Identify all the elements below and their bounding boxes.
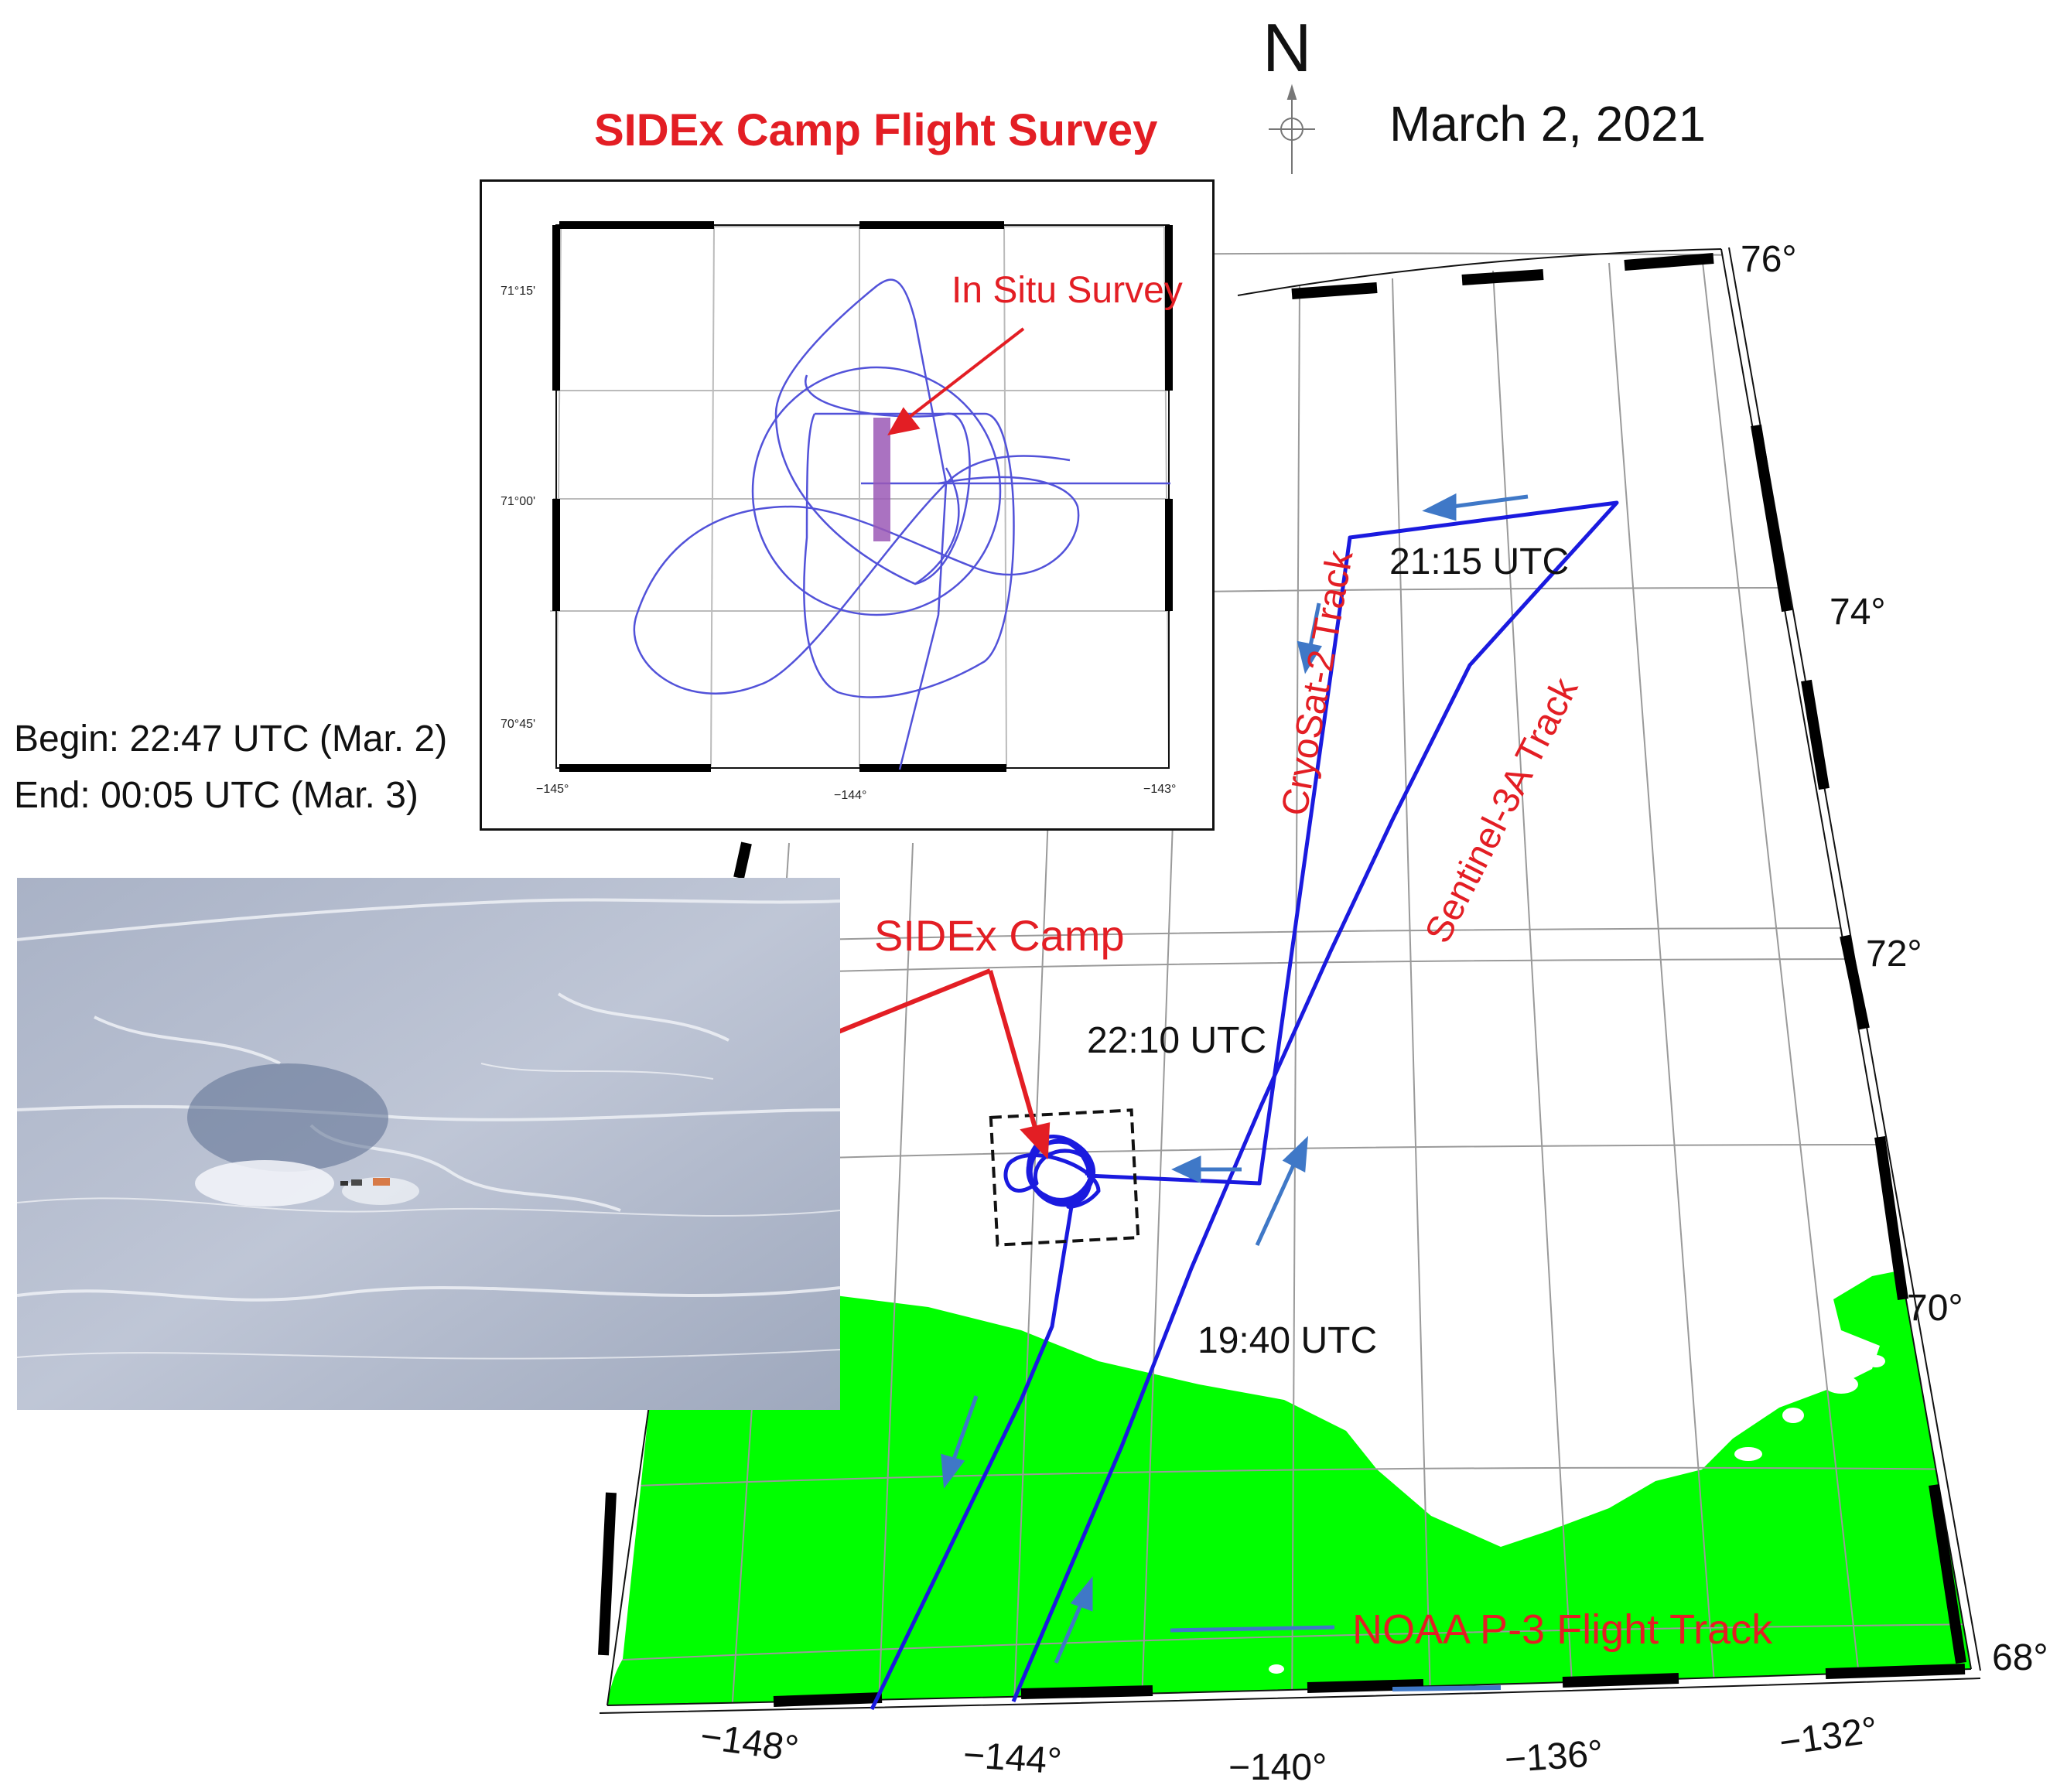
- inset-map: 71°15' 71°00' 70°45' −145° −144° −143°: [501, 221, 1176, 802]
- in-situ-arrow: [887, 327, 1025, 435]
- lon-label-144: −144°: [962, 1734, 1064, 1783]
- arrow-west-mid: [1171, 1155, 1242, 1183]
- end-time-label: End: 00:05 UTC (Mar. 3): [14, 775, 419, 816]
- time-2115-label: 21:15 UTC: [1389, 541, 1570, 582]
- inset-lon-label: −143°: [1143, 783, 1176, 796]
- blue-scale-tick: [1392, 1685, 1502, 1691]
- inset-axis-labels: 71°15' 71°00' 70°45' −145° −144° −143°: [501, 285, 1176, 802]
- noaa-legend-label: NOAA P-3 Flight Track: [1352, 1606, 1773, 1653]
- direction-arrows: [941, 493, 1529, 1664]
- north-label: N: [1262, 9, 1312, 86]
- inset-lat-label: 70°45': [501, 718, 535, 731]
- north-compass: [1269, 84, 1315, 174]
- in-situ-survey-label: In Situ Survey: [952, 270, 1183, 311]
- inset-lat-label: 71°00': [501, 495, 535, 508]
- lakes: [1269, 1355, 1885, 1674]
- lon-label-136: −136°: [1503, 1732, 1604, 1781]
- sea-ice-photo: [17, 878, 840, 1410]
- arrow-west-top: [1422, 493, 1529, 521]
- arrow-north-land: [1054, 1575, 1093, 1664]
- alaska-land: [542, 1268, 1971, 1705]
- inset-lon-label: −145°: [536, 783, 569, 796]
- inset-lon-label: −144°: [834, 789, 866, 802]
- arrow-south-land: [941, 1395, 979, 1489]
- arrow-northeast: [1255, 1135, 1309, 1247]
- arrow-south-left: [1297, 602, 1322, 674]
- lat-label-70: 70°: [1907, 1288, 1963, 1329]
- land-mass: [542, 1268, 1971, 1705]
- lat-label-72: 72°: [1866, 934, 1922, 975]
- inset-frame-ticks: [552, 221, 1173, 772]
- camp-loops: [1003, 1135, 1101, 1209]
- camp-dashed-box: [989, 1108, 1140, 1247]
- open-lead: [187, 1063, 388, 1172]
- return-track: [870, 1206, 1074, 1711]
- legend-line: [1170, 1625, 1335, 1633]
- camp-tents: [340, 1178, 390, 1186]
- inset-title: SIDEx Camp Flight Survey: [594, 105, 1158, 155]
- noaa-flight-track: [870, 500, 1619, 1711]
- lat-label-76: 76°: [1741, 239, 1797, 280]
- lat-label-74: 74°: [1830, 592, 1886, 633]
- pressure-ridges: [17, 898, 840, 1302]
- outbound-track: [1011, 500, 1619, 1702]
- begin-time-label: Begin: 22:47 UTC (Mar. 2): [14, 719, 448, 759]
- in-situ-survey-area: [873, 418, 890, 541]
- inset-lat-label: 71°15': [501, 285, 535, 298]
- sidex-camp-label: SIDEx Camp: [874, 911, 1125, 960]
- lat-label-68: 68°: [1992, 1637, 2048, 1678]
- frame-ticks: [598, 253, 1966, 1707]
- inset-map-panel: 71°15' 71°00' 70°45' −145° −144° −143°: [480, 179, 1215, 831]
- inset-flight-loops: [633, 278, 1170, 770]
- time-1940-label: 19:40 UTC: [1198, 1320, 1378, 1361]
- time-2210-label: 22:10 UTC: [1087, 1020, 1267, 1061]
- date-label: March 2, 2021: [1389, 96, 1707, 152]
- lon-label-140: −140°: [1228, 1747, 1327, 1788]
- camp-aerial-photo: [17, 878, 840, 1410]
